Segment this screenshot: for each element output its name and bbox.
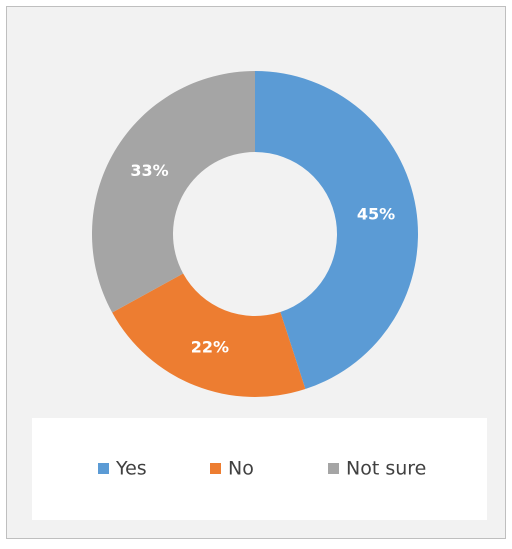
legend-label: Not sure [346,458,426,480]
legend-swatch [210,463,221,474]
data-label: 33% [130,161,168,180]
donut-slice [112,273,306,398]
legend-swatch [328,463,339,474]
donut-slice [255,71,418,390]
data-label: 22% [191,337,229,356]
legend-swatch [98,463,109,474]
legend-label: Yes [115,458,147,480]
legend-label: No [228,458,254,480]
data-label: 45% [357,204,395,223]
donut-slice [92,71,255,313]
